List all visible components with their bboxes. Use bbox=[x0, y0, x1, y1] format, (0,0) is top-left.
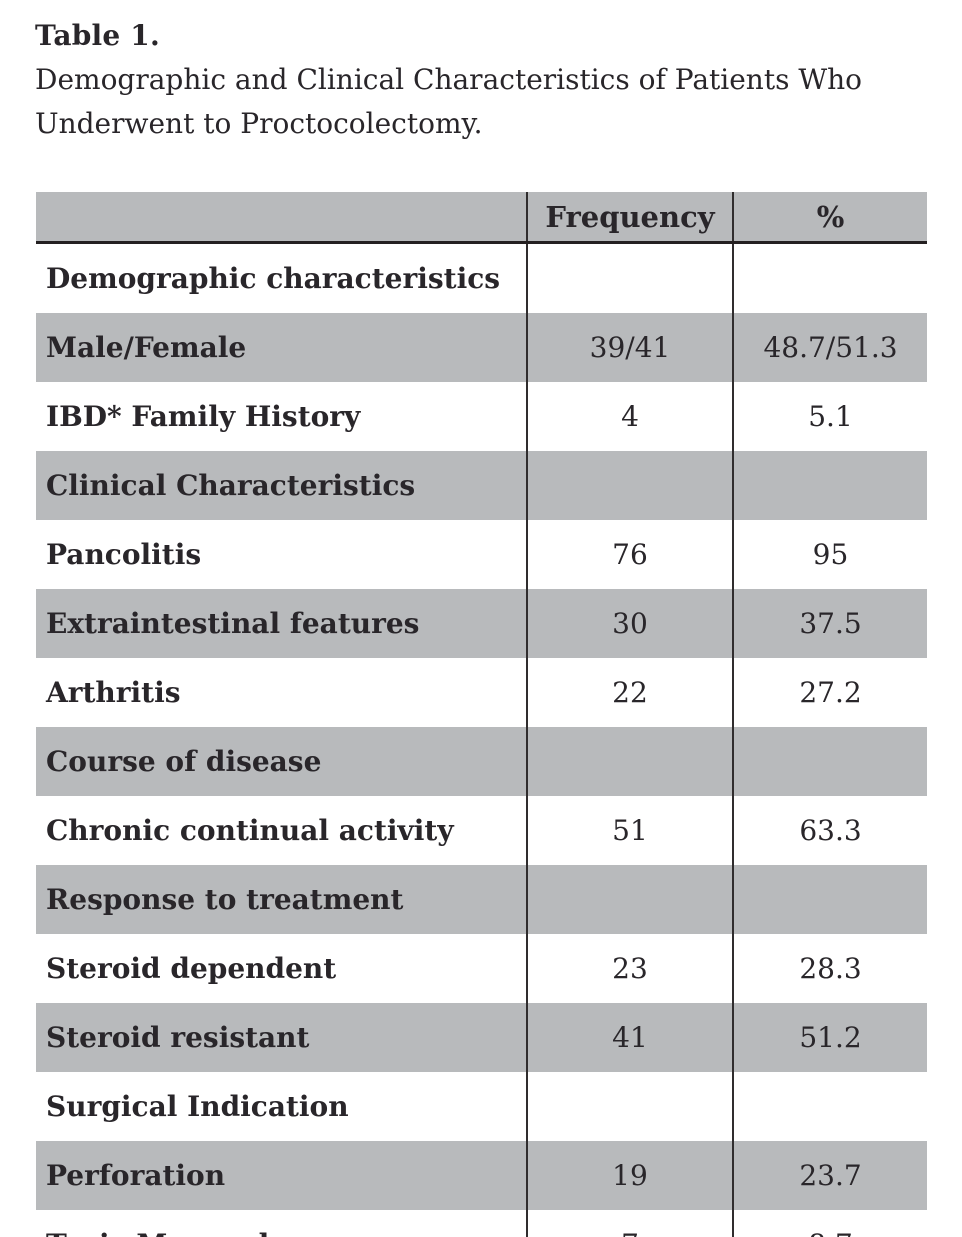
row-label-cell: IBD* Family History bbox=[36, 382, 527, 451]
header-cell-frequency: Frequency bbox=[526, 192, 733, 244]
table-row: Clinical Characteristics bbox=[36, 451, 927, 520]
percent-cell: 37.5 bbox=[732, 589, 927, 658]
row-label-cell: Response to treatment bbox=[36, 865, 527, 934]
row-label-cell: Surgical Indication bbox=[36, 1072, 527, 1141]
frequency-cell bbox=[526, 1072, 733, 1141]
frequency-cell: 4 bbox=[526, 382, 733, 451]
frequency-cell: 30 bbox=[526, 589, 733, 658]
header-cell-empty bbox=[36, 192, 527, 244]
table-heading: Table 1. Demographic and Clinical Charac… bbox=[35, 14, 923, 146]
frequency-cell bbox=[526, 242, 733, 313]
row-label-cell: Male/Female bbox=[36, 313, 527, 382]
table-row: Steroid resistant 41 51.2 bbox=[36, 1003, 927, 1072]
row-label-cell: Pancolitis bbox=[36, 520, 527, 589]
frequency-cell bbox=[526, 865, 733, 934]
row-label-cell: Course of disease bbox=[36, 727, 527, 796]
table-row: Steroid dependent 23 28.3 bbox=[36, 934, 927, 1003]
percent-cell bbox=[732, 1072, 927, 1141]
table-row: Toxic Megacolon78.7 bbox=[36, 1210, 927, 1237]
table-row: Surgical Indication bbox=[36, 1072, 927, 1141]
row-label-cell: Clinical Characteristics bbox=[36, 451, 527, 520]
table-caption-line-2: Underwent to Proctocolectomy. bbox=[35, 107, 483, 140]
row-label-cell: Perforation bbox=[36, 1141, 527, 1210]
percent-cell: 23.7 bbox=[732, 1141, 927, 1210]
percent-cell: 27.2 bbox=[732, 658, 927, 727]
table-row: Chronic continual activity 51 63.3 bbox=[36, 796, 927, 865]
percent-cell bbox=[732, 727, 927, 796]
table-row: Perforation 19 23.7 bbox=[36, 1141, 927, 1210]
table-caption-line-1: Demographic and Clinical Characteristics… bbox=[35, 63, 863, 96]
frequency-cell: 7 bbox=[526, 1210, 733, 1237]
percent-cell bbox=[732, 865, 927, 934]
percent-cell: 5.1 bbox=[732, 382, 927, 451]
row-label-cell: Toxic Megacolon bbox=[36, 1210, 527, 1237]
table-row: Extraintestinal features 30 37.5 bbox=[36, 589, 927, 658]
frequency-cell bbox=[526, 451, 733, 520]
row-label-cell: Demographic characteristics bbox=[36, 242, 527, 313]
percent-cell: 95 bbox=[732, 520, 927, 589]
header-cell-percent: % bbox=[732, 192, 927, 244]
frequency-cell: 19 bbox=[526, 1141, 733, 1210]
table-header-row: Frequency % bbox=[36, 192, 927, 244]
percent-cell: 8.7 bbox=[732, 1210, 927, 1237]
row-label-cell: Steroid resistant bbox=[36, 1003, 527, 1072]
percent-cell bbox=[732, 451, 927, 520]
frequency-cell: 39/41 bbox=[526, 313, 733, 382]
table-row: Course of disease bbox=[36, 727, 927, 796]
frequency-cell: 23 bbox=[526, 934, 733, 1003]
percent-cell: 48.7/51.3 bbox=[732, 313, 927, 382]
frequency-cell: 41 bbox=[526, 1003, 733, 1072]
percent-cell: 28.3 bbox=[732, 934, 927, 1003]
frequency-cell: 22 bbox=[526, 658, 733, 727]
table-body: Demographic characteristics Male/Female 39… bbox=[36, 242, 927, 1237]
percent-cell: 63.3 bbox=[732, 796, 927, 865]
table-row: Demographic characteristics bbox=[36, 242, 927, 313]
table-title: Table 1. bbox=[35, 19, 160, 52]
table-row: Arthritis 22 27.2 bbox=[36, 658, 927, 727]
characteristics-table: Frequency % Demographic characteristics M… bbox=[36, 192, 927, 1237]
row-label-cell: Extraintestinal features bbox=[36, 589, 527, 658]
row-label-cell: Chronic continual activity bbox=[36, 796, 527, 865]
table-row: Male/Female 39/41 48.7/51.3 bbox=[36, 313, 927, 382]
frequency-cell: 51 bbox=[526, 796, 733, 865]
row-label-cell: Steroid dependent bbox=[36, 934, 527, 1003]
percent-cell bbox=[732, 242, 927, 313]
row-label-cell: Arthritis bbox=[36, 658, 527, 727]
frequency-cell: 76 bbox=[526, 520, 733, 589]
table-row: IBD* Family History 4 5.1 bbox=[36, 382, 927, 451]
frequency-cell bbox=[526, 727, 733, 796]
table-row: Response to treatment bbox=[36, 865, 927, 934]
percent-cell: 51.2 bbox=[732, 1003, 927, 1072]
table-row: Pancolitis 76 95 bbox=[36, 520, 927, 589]
